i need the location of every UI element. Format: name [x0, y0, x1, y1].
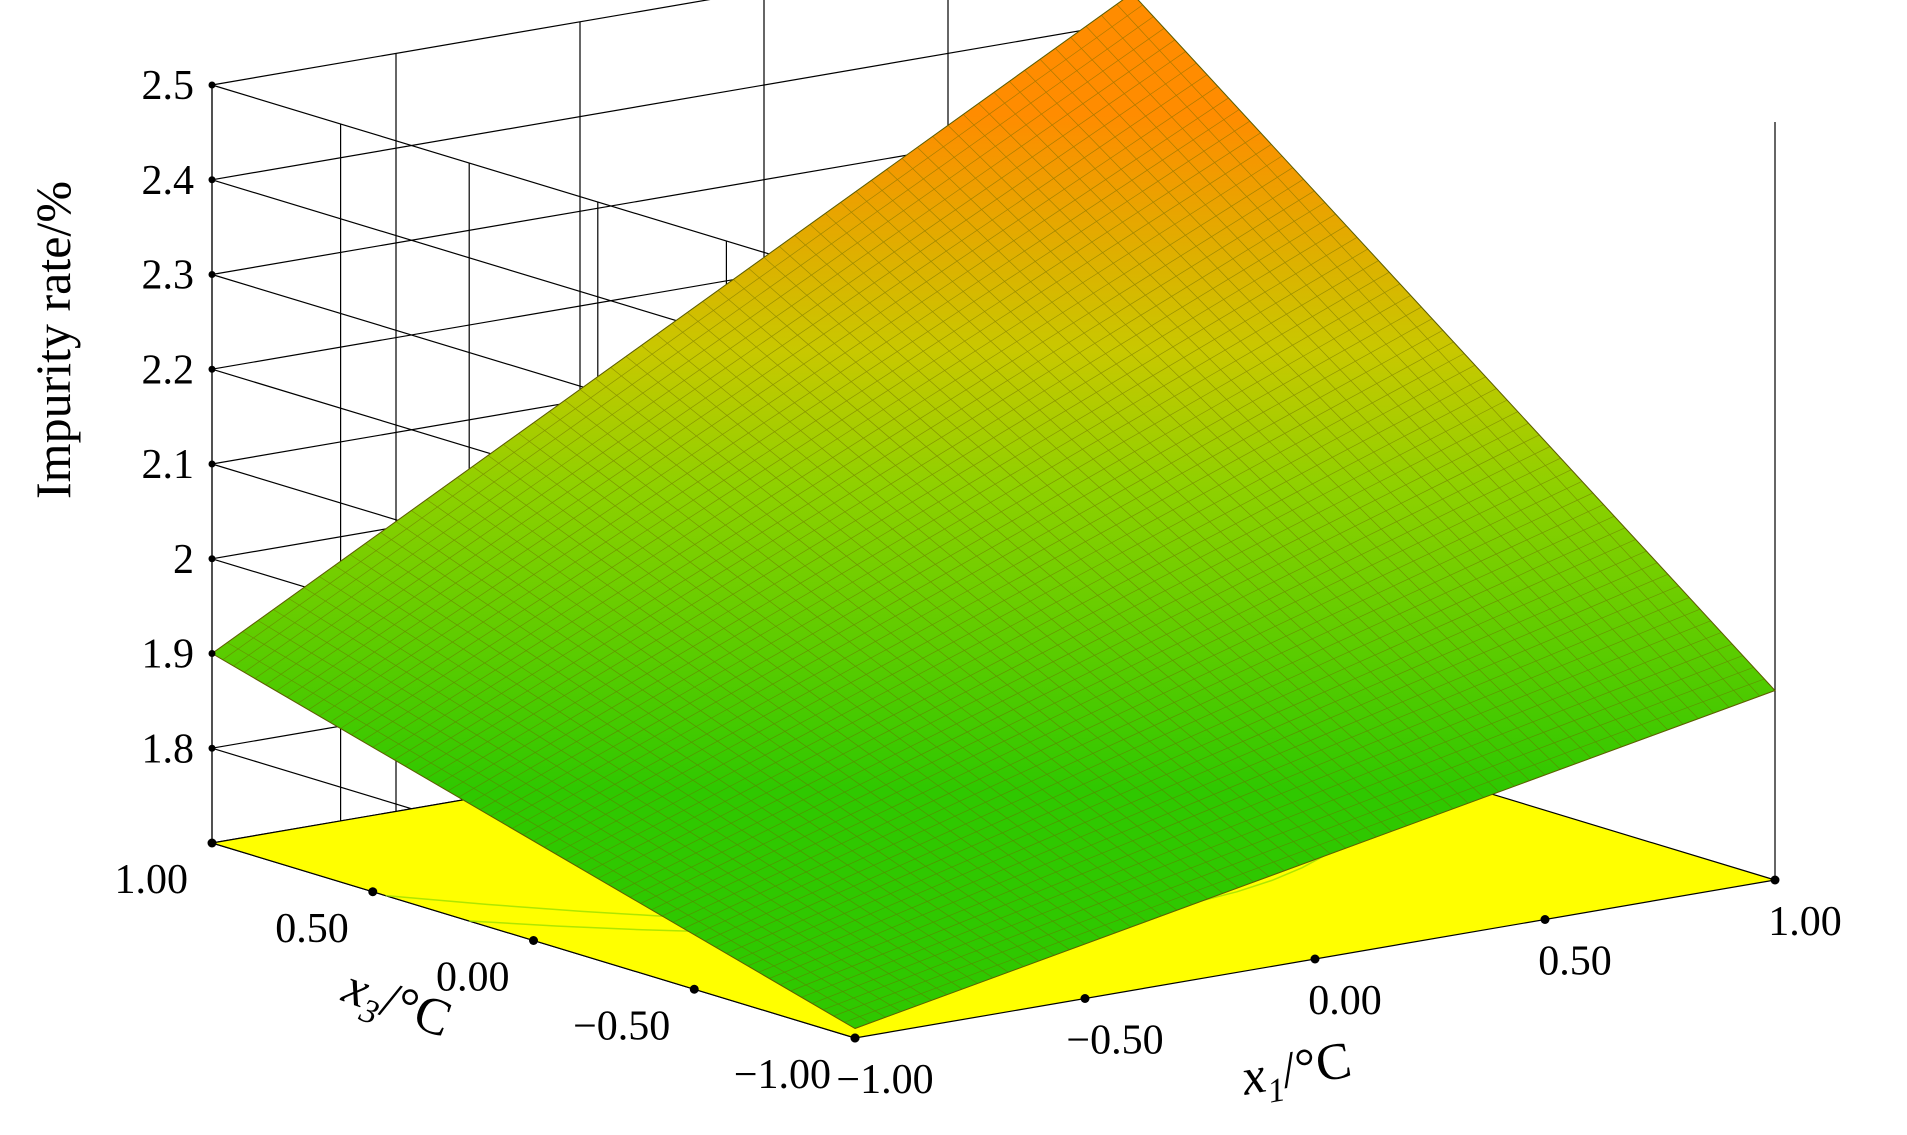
z-tick-mark: [208, 555, 216, 563]
mesh-line: [243, 27, 1165, 673]
x3-tick-label: 0.00: [436, 955, 510, 1001]
surface-mesh: [211, 0, 1776, 1029]
mesh-line: [286, 74, 1208, 698]
mesh-line: [319, 109, 1240, 717]
mesh-line: [1101, 15, 1745, 703]
axis-ticks: 1.8 1.9 2 2.1 2.2 2.3 2.4 2.5 −1.00 −0.50 0.00 0.50…: [115, 63, 1842, 1103]
x3-tick-label: 1.00: [115, 857, 189, 903]
mesh-line: [1116, 4, 1760, 697]
x1-axis-label: x1/°C: [1236, 1032, 1357, 1115]
response-surface: [211, 0, 1776, 1030]
x1-tick-label: 0.00: [1308, 978, 1382, 1024]
x3-tick-mark: [368, 887, 378, 897]
z-tick-label: 1.9: [142, 632, 195, 678]
z-tick-mark: [208, 650, 216, 657]
x1-tick-label: −1.00: [836, 1057, 933, 1103]
mesh-line: [1137, 0, 1776, 691]
x1-tick-label: −0.50: [1066, 1018, 1163, 1064]
x3-tick-mark: [689, 984, 699, 994]
z-tick-label: 2.2: [142, 347, 195, 393]
x1-tick-label: 1.00: [1768, 899, 1842, 945]
z-tick-mark: [208, 271, 216, 278]
mesh-line: [1085, 26, 1730, 708]
x1-tick-mark: [850, 1033, 860, 1043]
z-tick-label: 2.3: [142, 253, 195, 299]
z-tick-label: 2: [173, 537, 194, 583]
z-tick-label: 2.4: [142, 158, 195, 204]
x1-tick-mark: [1540, 915, 1550, 924]
mesh-line: [222, 4, 1143, 661]
mesh-line: [308, 97, 1229, 711]
mesh-line: [265, 51, 1186, 686]
z-tick-mark: [208, 744, 216, 752]
mesh-line: [276, 62, 1197, 692]
x1-tick-mark: [1310, 954, 1320, 964]
x3-tick-label: −0.50: [573, 1003, 670, 1049]
z-tick-mark: [208, 81, 216, 89]
mesh-line: [1039, 59, 1684, 725]
z-tick-label: 2.5: [142, 63, 195, 109]
x3-tick-mark: [207, 838, 217, 848]
x1-tick-mark: [1080, 994, 1090, 1003]
mesh-line: [993, 92, 1638, 742]
mesh-line: [1055, 48, 1699, 719]
z-tick-label: 1.8: [142, 726, 195, 772]
z-axis-label: Impurity rate/%: [25, 181, 81, 499]
mesh-line: [297, 86, 1218, 704]
mesh-line: [1009, 81, 1653, 736]
z-tick-mark: [208, 460, 216, 468]
z-tick-mark: [208, 365, 216, 373]
z-tick-mark: [208, 176, 216, 184]
x3-tick-mark: [529, 936, 538, 945]
x3-tick-label: −1.00: [734, 1052, 831, 1098]
mesh-line: [233, 16, 1154, 667]
mesh-line: [211, 0, 1124, 654]
z-tick-label: 2.1: [142, 442, 195, 488]
mesh-line: [1024, 70, 1668, 731]
x1-tick-mark: [1770, 875, 1780, 885]
x1-tick-label: 0.50: [1538, 939, 1612, 985]
mesh-line: [254, 39, 1176, 679]
x3-tick-label: 0.50: [275, 906, 349, 952]
mesh-line: [1070, 37, 1714, 714]
